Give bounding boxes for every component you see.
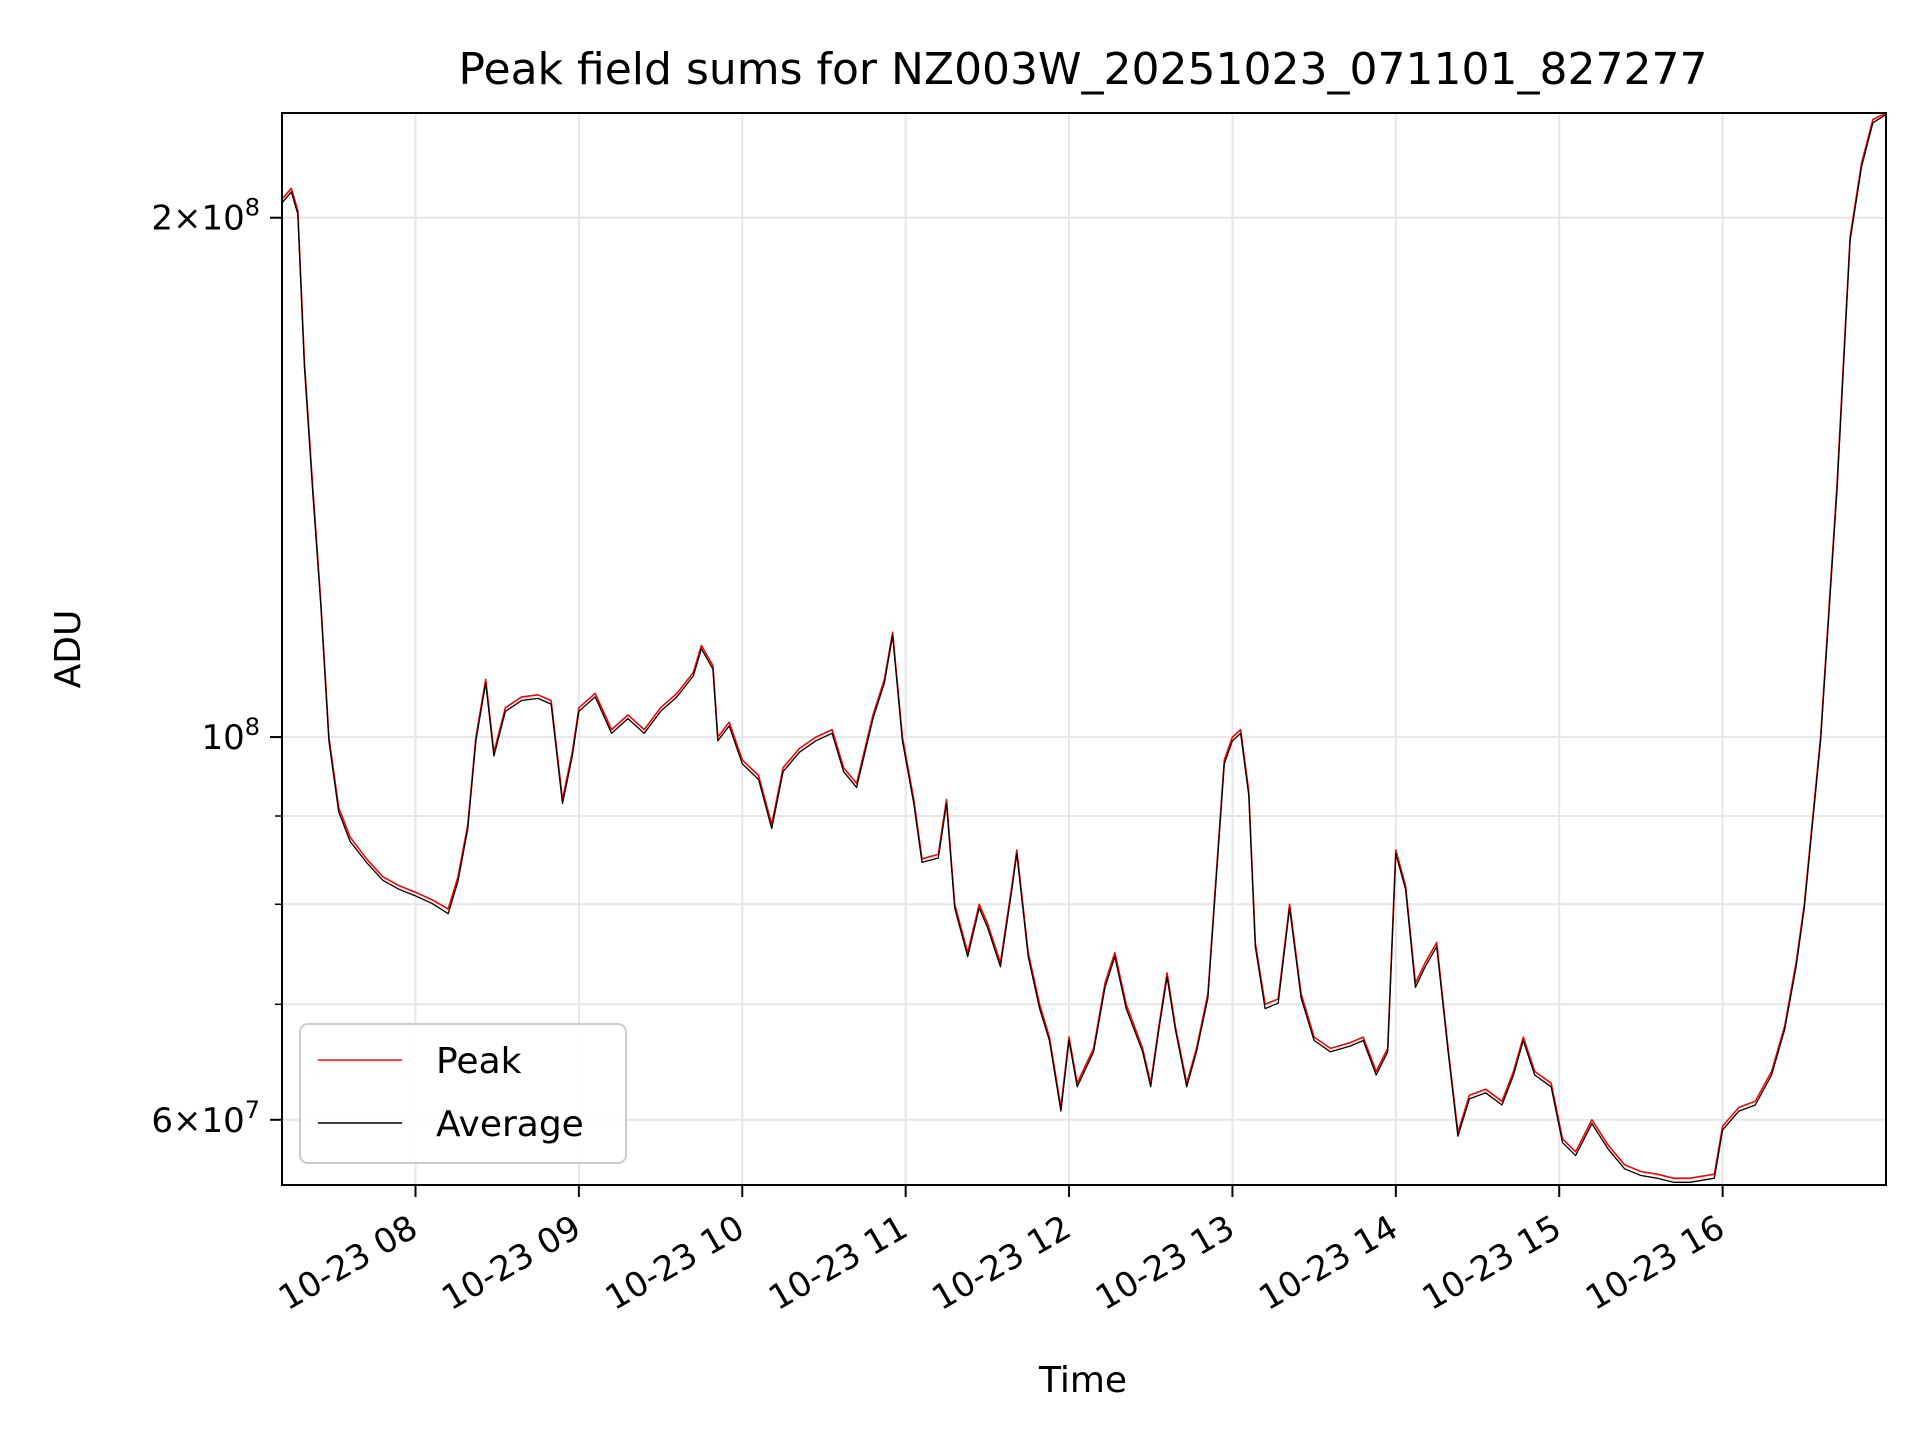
y-tick-label: 6×107 [151,1096,260,1141]
series-line-peak [281,112,1887,1179]
plot-area-frame [281,112,1887,1186]
y-axis-label: ADU [48,610,89,689]
series-line-average [281,114,1887,1183]
y-tick-label: 2×108 [151,194,260,239]
y-tick-label: 108 [201,713,260,758]
x-axis-label: Time [1038,1360,1127,1401]
grid-lines [282,113,1886,1185]
legend-label-average: Average [436,1104,584,1145]
chart-title: Peak field sums for NZ003W_20251023_0711… [459,44,1708,95]
legend: Peak Average [299,1023,627,1164]
legend-box [299,1023,627,1164]
legend-label-peak: Peak [436,1041,522,1082]
series-lines [281,112,1887,1183]
